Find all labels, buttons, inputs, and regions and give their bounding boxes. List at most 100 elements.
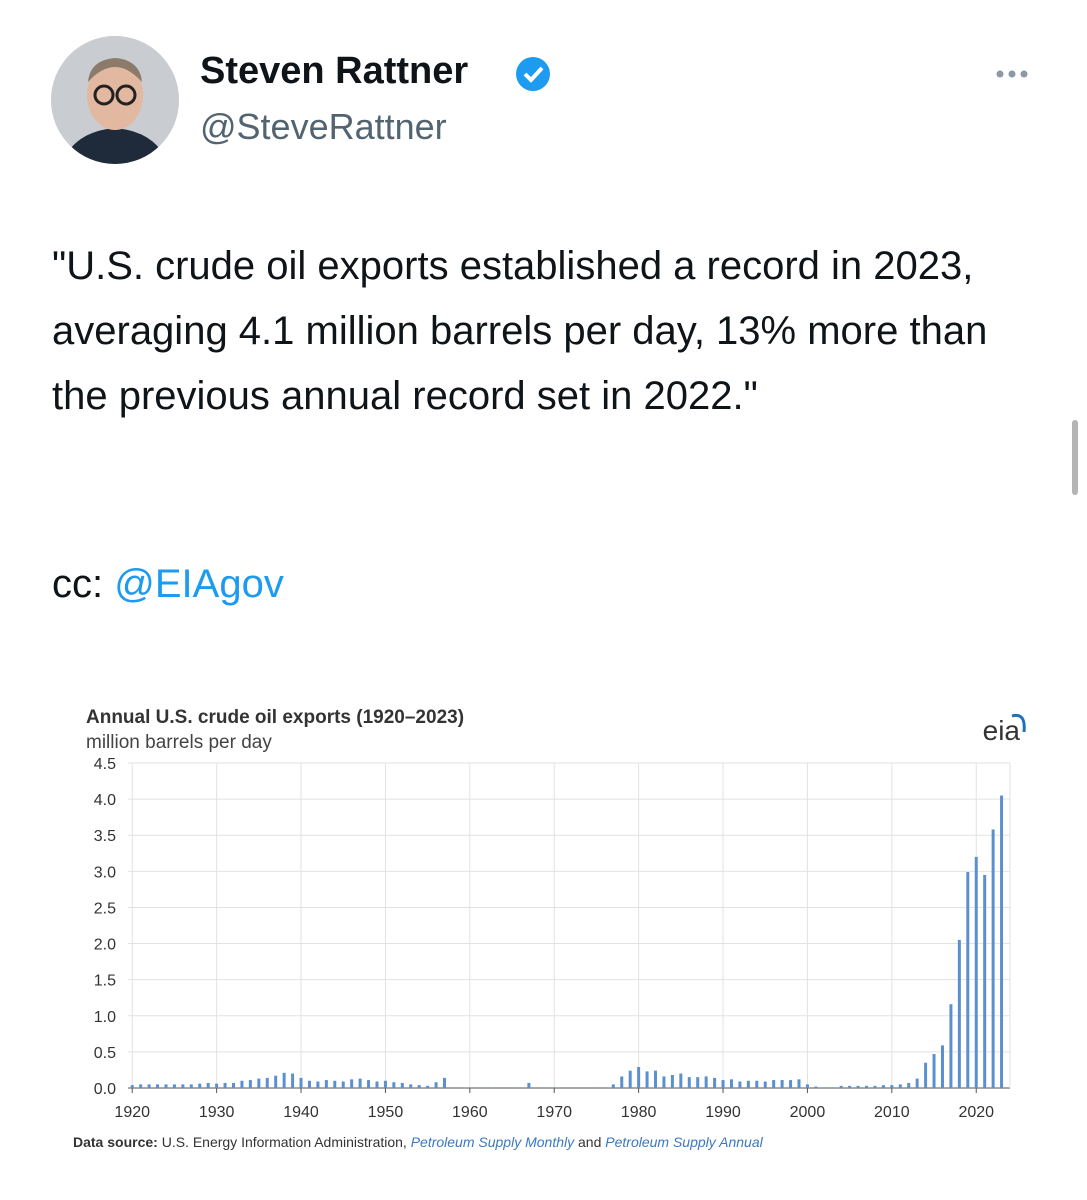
bar [805, 1084, 809, 1088]
x-tick-label: 2020 [958, 1104, 994, 1121]
bar [603, 1087, 607, 1088]
bar [341, 1081, 345, 1088]
bar [966, 872, 970, 1088]
y-tick-label: 3.0 [94, 864, 116, 881]
bar [375, 1081, 379, 1088]
bar [282, 1072, 286, 1088]
mention-link[interactable]: @EIAgov [114, 562, 284, 606]
bar [417, 1085, 421, 1088]
scrollbar[interactable] [1072, 420, 1078, 495]
verified-badge [516, 57, 550, 91]
bar [974, 856, 978, 1088]
bar [189, 1084, 193, 1088]
bar [172, 1084, 176, 1088]
bar [932, 1054, 936, 1088]
bar [645, 1071, 649, 1088]
y-tick-label: 4.5 [94, 756, 116, 773]
bar [654, 1070, 658, 1088]
source-link[interactable]: Petroleum Supply Monthly [411, 1134, 575, 1150]
bar [147, 1084, 151, 1088]
bar [729, 1079, 733, 1088]
chart-title: Annual U.S. crude oil exports (1920–2023… [86, 707, 464, 728]
bar [333, 1080, 337, 1088]
bar [232, 1082, 236, 1088]
bar [881, 1085, 885, 1088]
bar [299, 1077, 303, 1088]
bar [392, 1082, 396, 1088]
source-link[interactable]: Petroleum Supply Annual [605, 1134, 763, 1150]
source-text: U.S. Energy Information Administration, [162, 1134, 407, 1150]
chart: Annual U.S. crude oil exports (1920–2023… [73, 707, 1026, 1150]
bar [949, 1004, 953, 1088]
source-and: and [578, 1134, 601, 1150]
bar [257, 1078, 261, 1088]
bar [907, 1082, 911, 1088]
bar [611, 1084, 615, 1088]
bar [865, 1085, 869, 1088]
bar [637, 1067, 641, 1088]
bar [924, 1062, 928, 1088]
bar [485, 1087, 489, 1088]
x-tick-label: 1920 [114, 1104, 150, 1121]
bar [198, 1083, 202, 1088]
bar [156, 1084, 160, 1088]
y-tick-label: 2.0 [94, 937, 116, 954]
bar [451, 1087, 455, 1088]
bar [890, 1085, 894, 1088]
bar [383, 1080, 387, 1088]
y-tick-label: 0.5 [94, 1045, 116, 1062]
bar [696, 1077, 700, 1088]
bar [552, 1087, 556, 1088]
bar [898, 1084, 902, 1088]
bar [662, 1076, 666, 1088]
eia-logo: eia [983, 715, 1021, 746]
bar [291, 1073, 295, 1088]
handle[interactable]: @SteveRattner [200, 106, 447, 147]
bar [848, 1085, 852, 1088]
bar [679, 1073, 683, 1088]
y-tick-label: 3.5 [94, 828, 116, 845]
bar [738, 1081, 742, 1088]
bar [957, 939, 961, 1088]
bar [628, 1070, 632, 1088]
bar [940, 1045, 944, 1088]
x-tick-label: 1980 [621, 1104, 657, 1121]
cc-line: cc: @EIAgov [52, 562, 284, 607]
bar [240, 1080, 244, 1088]
bar [274, 1075, 278, 1088]
display-name[interactable]: Steven Rattner [200, 50, 469, 92]
bar [324, 1080, 328, 1088]
bar [780, 1080, 784, 1088]
logo-arc [1011, 713, 1026, 733]
bar [772, 1080, 776, 1088]
avatar-figure [51, 36, 179, 164]
x-tick-label: 2010 [874, 1104, 910, 1121]
bar [721, 1080, 725, 1088]
x-tick-label: 1970 [536, 1104, 572, 1121]
bar [789, 1080, 793, 1088]
bar [873, 1085, 877, 1088]
bar [409, 1084, 413, 1088]
bar [367, 1080, 371, 1088]
bar [316, 1081, 320, 1088]
source: Data source: U.S. Energy Information Adm… [73, 1134, 764, 1150]
bar [358, 1078, 362, 1088]
bar [915, 1078, 919, 1088]
bar [746, 1080, 750, 1088]
x-tick-label: 1950 [368, 1104, 404, 1121]
x-tick-label: 1990 [705, 1104, 741, 1121]
bar [527, 1082, 531, 1088]
bar [1000, 795, 1004, 1088]
chart-subtitle: million barrels per day [86, 732, 272, 753]
bar [223, 1082, 227, 1088]
more-menu[interactable] [996, 70, 1028, 78]
bar [443, 1077, 447, 1088]
bar [755, 1080, 759, 1088]
bar [139, 1084, 143, 1088]
bar [991, 829, 995, 1088]
bar [248, 1080, 252, 1088]
bar [713, 1077, 717, 1088]
tweet-text: "U.S. crude oil exports established a re… [52, 244, 988, 418]
y-tick-label: 4.0 [94, 792, 116, 809]
bar [265, 1077, 269, 1088]
